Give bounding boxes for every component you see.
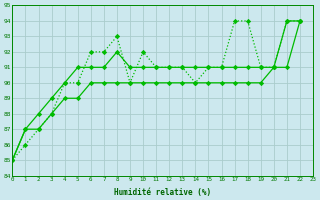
X-axis label: Humidité relative (%): Humidité relative (%) [114, 188, 211, 197]
